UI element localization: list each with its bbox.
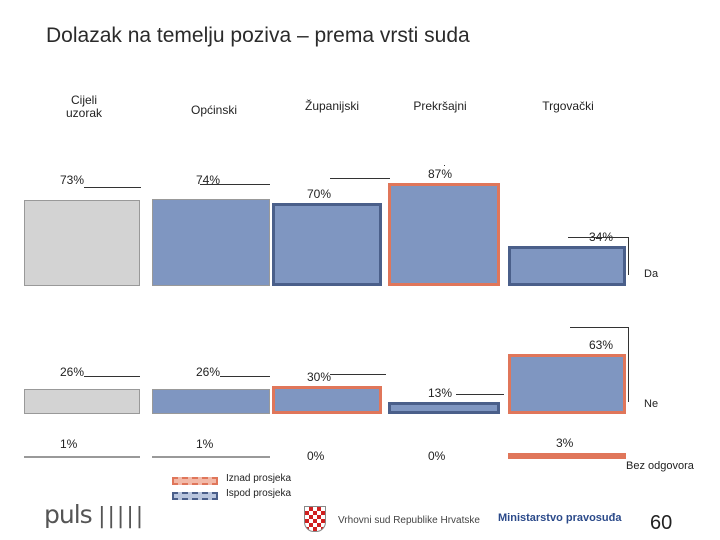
legend-above-label: Iznad prosjeka xyxy=(226,473,292,484)
bar xyxy=(388,401,500,414)
column-header: Cijeli uzorak xyxy=(65,93,103,120)
croatia-coat-of-arms-icon xyxy=(304,506,326,532)
bar xyxy=(508,453,626,460)
bar xyxy=(24,456,140,458)
connector-line xyxy=(84,187,140,188)
connector-line xyxy=(444,165,445,166)
value-label: 3% xyxy=(556,436,574,450)
connector-line xyxy=(456,394,504,395)
legend-below-swatch xyxy=(172,492,218,500)
page-number: 60 xyxy=(650,512,673,534)
legend-below-label: Ispod prosjeka xyxy=(226,488,292,499)
bar xyxy=(388,183,500,286)
connector-line xyxy=(628,237,629,275)
bar xyxy=(152,456,270,458)
row-label-bez-odgovora: Bez odgovora xyxy=(626,460,694,472)
row-label-da: Da xyxy=(644,268,659,280)
bar xyxy=(24,389,140,414)
connector-line xyxy=(570,327,628,328)
row-label-ne: Ne xyxy=(644,398,659,410)
bar xyxy=(508,245,626,286)
bar xyxy=(152,198,270,286)
bar xyxy=(24,199,140,286)
legend-above-swatch xyxy=(172,477,218,485)
connector-line xyxy=(140,187,141,188)
column-header: Općinski xyxy=(190,103,237,117)
bar xyxy=(152,389,270,414)
value-label: 26% xyxy=(60,365,85,379)
value-label: 1% xyxy=(60,437,78,451)
bar xyxy=(272,385,382,414)
column-header: Županijski xyxy=(304,99,360,113)
value-label: 73% xyxy=(60,173,85,187)
bar xyxy=(508,354,626,414)
value-label: 63% xyxy=(589,338,614,353)
value-label: 26% xyxy=(196,365,221,379)
value-label: 70% xyxy=(307,187,332,202)
page-title: Dolazak na temelju poziva – prema vrsti … xyxy=(46,24,470,47)
connector-line xyxy=(200,184,270,185)
value-label: 1% xyxy=(196,437,214,451)
connector-line xyxy=(84,376,140,377)
value-label: 87% xyxy=(428,167,453,182)
connector-line xyxy=(330,374,386,375)
value-label: 74% xyxy=(196,173,221,187)
connector-line xyxy=(568,237,628,238)
bar xyxy=(272,203,382,286)
connector-line xyxy=(330,178,390,179)
value-label: 0% xyxy=(428,449,446,463)
connector-line xyxy=(220,376,270,377)
value-label: 30% xyxy=(307,369,332,384)
value-label: 13% xyxy=(428,385,453,400)
connector-line xyxy=(628,327,629,402)
column-header: Prekršajni xyxy=(413,99,467,113)
value-label: 0% xyxy=(307,449,325,463)
court-name: Vrhovni sud Republike Hrvatske xyxy=(338,515,480,526)
column-header: Trgovački xyxy=(542,99,594,113)
puls-logo: puls ||||| xyxy=(44,500,146,529)
value-label: 34% xyxy=(589,229,614,244)
ministry-name: Ministarstvo pravosuđa xyxy=(498,512,622,524)
